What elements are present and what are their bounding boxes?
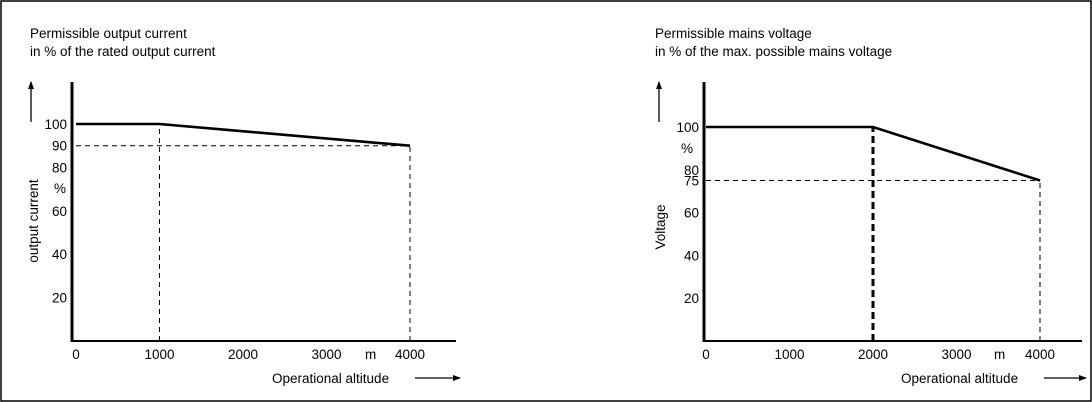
chart-title-line-1: Permissible output current [30, 26, 187, 41]
y-axis-label: Voltage [653, 204, 668, 249]
x-tick-label: 3000 [311, 347, 341, 362]
y-tick-label: 60 [52, 204, 67, 219]
x-tick-labels: 0 1000 2000 3000 4000 [702, 347, 1055, 362]
y-unit-label: % [681, 141, 693, 156]
y-tick-label: 80 [684, 163, 699, 178]
y-tick-label: 20 [684, 291, 699, 306]
x-axis-label: Operational altitude [901, 371, 1018, 386]
reference-lines [76, 124, 411, 341]
y-tick-label: 60 [684, 206, 699, 221]
output-current-chart: Permissible output current in % of the r… [26, 26, 461, 386]
x-axis-label: Operational altitude [272, 371, 389, 386]
y-tick-label: 100 [44, 117, 67, 132]
y-tick-label: 90 [52, 139, 67, 154]
x-tick-label: 1000 [774, 347, 804, 362]
x-tick-label: 2000 [858, 347, 888, 362]
data-series [706, 125, 1041, 182]
y-tick-labels: 20 40 60 80 90 100 [44, 117, 67, 306]
y-tick-label: 20 [52, 291, 67, 306]
mains-voltage-chart: Permissible mains voltage in % of the ma… [653, 26, 1087, 386]
x-tick-labels: 0 1000 2000 3000 4000 [72, 347, 425, 362]
y-axis-label: output current [26, 179, 41, 263]
series-line-0 [76, 122, 411, 147]
series-line-0 [706, 125, 1041, 182]
y-tick-label: 75 [684, 174, 699, 189]
x-tick-label: 3000 [941, 347, 971, 362]
y-tick-label: 40 [684, 248, 699, 263]
y-tick-label: 80 [52, 160, 67, 175]
x-tick-label: 0 [702, 347, 710, 362]
x-unit-label: m [365, 347, 376, 362]
x-tick-label: 1000 [144, 347, 174, 362]
chart-title-line-2: in % of the max. possible mains voltage [655, 44, 892, 59]
x-tick-label: 2000 [228, 347, 258, 362]
y-unit-label: % [54, 181, 66, 196]
x-unit-label: m [994, 347, 1005, 362]
chart-title-line-2: in % of the rated output current [30, 44, 216, 59]
reference-lines [706, 127, 1041, 341]
x-tick-label: 4000 [1025, 347, 1055, 362]
y-tick-label: 40 [52, 247, 67, 262]
data-series [76, 122, 411, 147]
x-tick-label: 0 [72, 347, 80, 362]
chart-title-line-1: Permissible mains voltage [655, 26, 812, 41]
x-tick-label: 4000 [395, 347, 425, 362]
y-tick-label: 100 [676, 120, 699, 135]
